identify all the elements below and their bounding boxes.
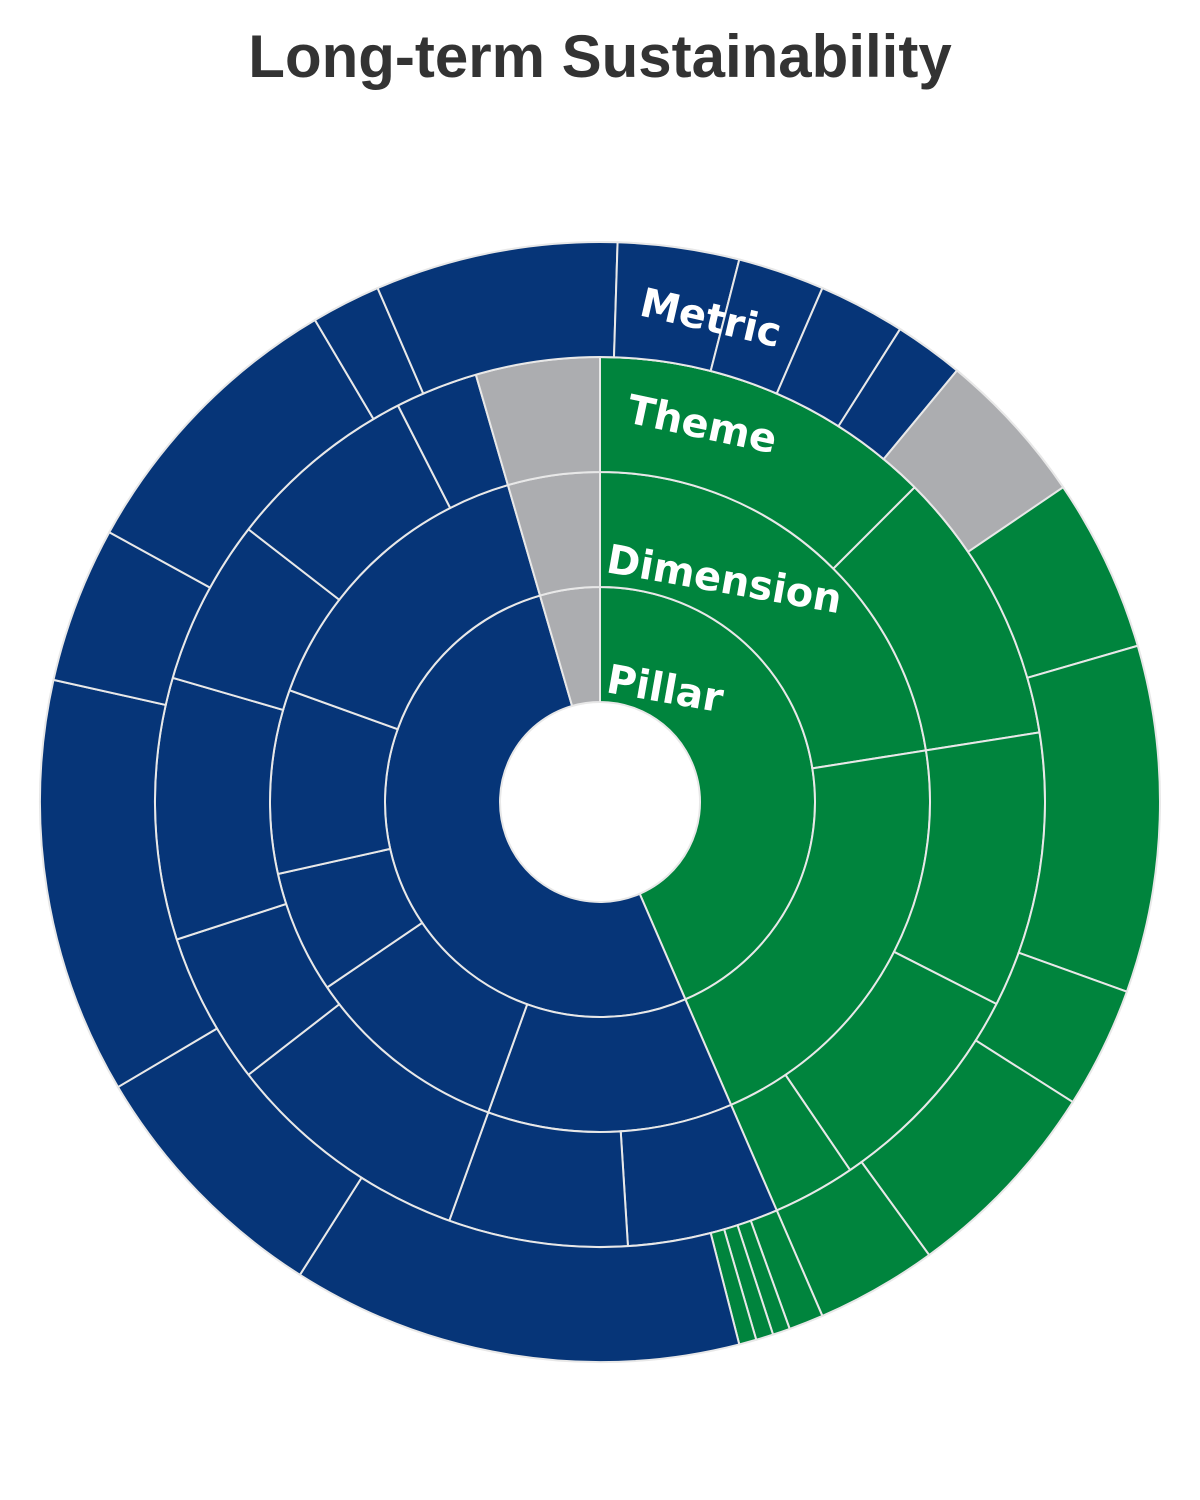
segment-metric-21[interactable] (882, 369, 1065, 554)
segment-theme-9[interactable] (154, 676, 288, 941)
segment-dimension-2[interactable] (486, 998, 733, 1133)
sunburst-segments (39, 240, 1161, 1363)
chart-title: Long-term Sustainability (248, 23, 952, 90)
